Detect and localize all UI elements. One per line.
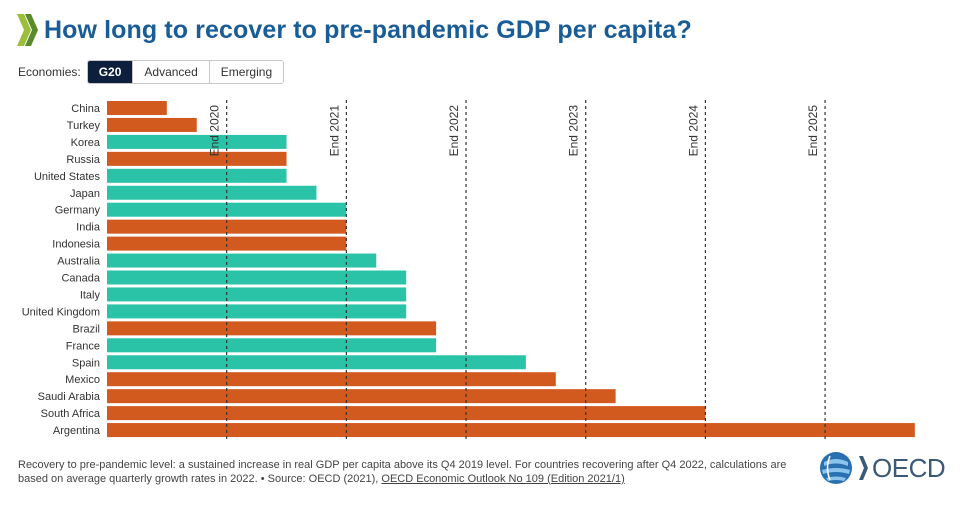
source-link[interactable]: OECD Economic Outlook No 109 (Edition 20… (381, 473, 625, 485)
bar[interactable] (107, 168, 287, 183)
chart-title: How long to recover to pre-pandemic GDP … (44, 15, 692, 44)
economies-toggle: G20 Advanced Emerging (86, 60, 285, 84)
category-label: Argentina (53, 425, 101, 437)
reference-line-label: End 2020 (208, 105, 222, 157)
category-label: India (76, 222, 101, 234)
reference-line-label: End 2023 (567, 105, 581, 157)
oecd-wordmark: OECD (858, 453, 946, 484)
bar[interactable] (107, 185, 317, 200)
bar[interactable] (107, 270, 407, 285)
category-label: Mexico (65, 374, 100, 386)
footnote-text: Recovery to pre-pandemic level: a sustai… (18, 459, 787, 485)
oecd-chevron-small-icon (859, 456, 868, 480)
category-label: Canada (61, 273, 100, 285)
reference-line-label: End 2021 (327, 105, 341, 157)
category-label: South Africa (41, 408, 101, 420)
bar[interactable] (107, 151, 287, 166)
filter-advanced-button[interactable]: Advanced (133, 61, 210, 83)
bar[interactable] (107, 406, 706, 421)
category-label: Russia (66, 154, 101, 166)
bar[interactable] (107, 236, 347, 251)
footnote: Recovery to pre-pandemic level: a sustai… (18, 458, 818, 486)
category-label: China (71, 103, 101, 115)
reference-line-label: End 2022 (447, 105, 461, 157)
bar[interactable] (107, 389, 616, 404)
category-label: France (66, 340, 100, 352)
filter-label: Economies: (18, 65, 81, 79)
bar[interactable] (107, 338, 437, 353)
bar[interactable] (107, 134, 287, 149)
bar[interactable] (107, 355, 526, 370)
bar[interactable] (107, 253, 377, 268)
oecd-chevron-icon (17, 14, 38, 46)
category-label: Spain (72, 357, 100, 369)
header: How long to recover to pre-pandemic GDP … (14, 10, 692, 50)
globe-icon (820, 452, 852, 484)
category-label: Australia (57, 256, 101, 268)
category-label: United States (34, 171, 101, 183)
bar[interactable] (107, 101, 167, 115)
filter-g20-button[interactable]: G20 (87, 61, 134, 83)
category-label: Italy (80, 289, 101, 301)
reference-line-label: End 2025 (806, 105, 820, 157)
economies-filter: Economies: G20 Advanced Emerging (18, 60, 285, 84)
reference-line-label: End 2024 (686, 105, 700, 157)
category-label: Indonesia (52, 239, 101, 251)
bar[interactable] (107, 372, 556, 387)
category-label: Saudi Arabia (38, 391, 101, 403)
category-label: Turkey (67, 120, 101, 132)
filter-emerging-button[interactable]: Emerging (209, 61, 284, 83)
bar[interactable] (107, 117, 197, 132)
category-label: Germany (55, 205, 101, 217)
category-label: Brazil (72, 323, 100, 335)
bar[interactable] (107, 287, 407, 302)
bar-chart: China Turkey Korea Russia United States Japan… (22, 100, 915, 442)
category-label: Japan (70, 188, 100, 200)
category-label: Korea (71, 137, 101, 149)
oecd-logo: OECD (818, 450, 946, 486)
bar[interactable] (107, 321, 437, 336)
bar[interactable] (107, 304, 407, 319)
bar[interactable] (107, 423, 915, 438)
category-label: United Kingdom (22, 306, 100, 318)
